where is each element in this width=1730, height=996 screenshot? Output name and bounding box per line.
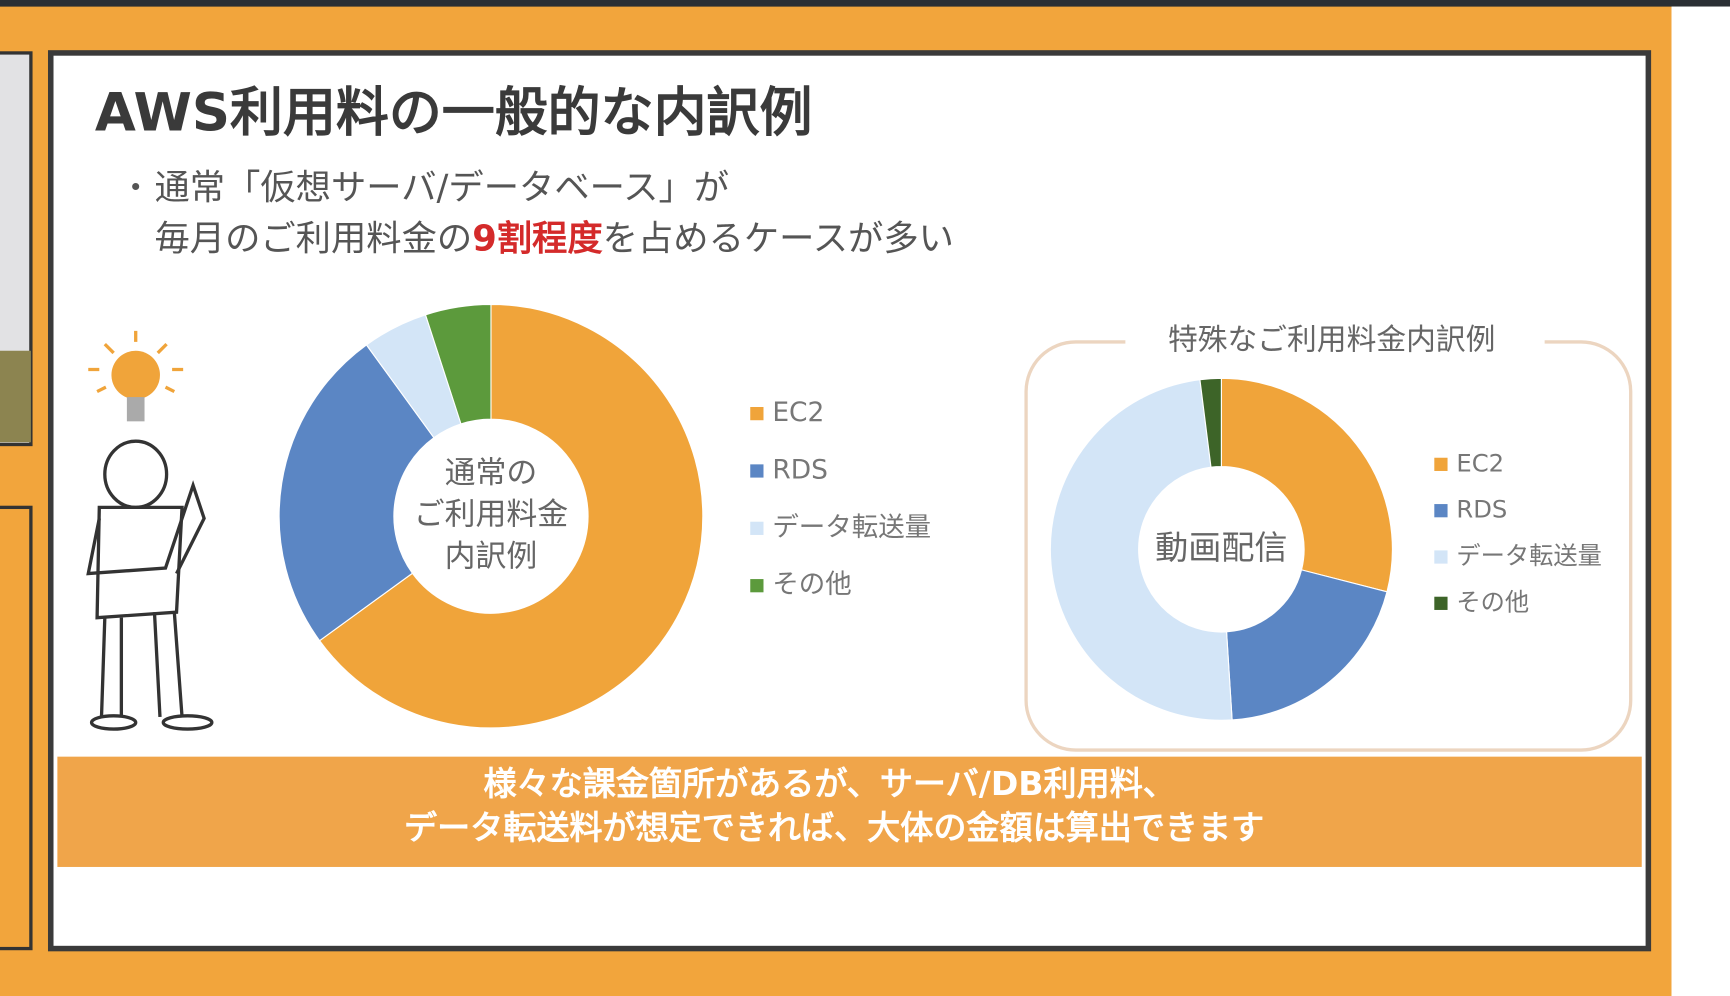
footer-band	[57, 756, 1642, 867]
legend-label: EC2	[1456, 448, 1504, 477]
donut-slice	[278, 344, 435, 642]
donut-slice	[1199, 377, 1222, 468]
legend-swatch	[1434, 504, 1448, 518]
legend-label: データ転送量	[772, 512, 931, 543]
donut-slice	[318, 303, 704, 729]
bullet-text: 毎月のご利用料金の9割程度を占めるケースが多い	[154, 218, 953, 259]
left-panel-strip	[0, 350, 31, 443]
center-label: 内訳例	[445, 539, 538, 575]
donut-slice	[1049, 379, 1233, 721]
highlight: 9割程度	[472, 218, 603, 259]
right-margin	[1671, 6, 1730, 996]
center-label: 通常の	[445, 455, 538, 491]
slide-title: AWS利用料の一般的な内訳例	[95, 82, 813, 143]
legend-swatch	[750, 407, 764, 421]
donut-slice	[1220, 377, 1393, 593]
bullet: ・	[119, 168, 152, 207]
legend-label: RDS	[1456, 495, 1507, 524]
center-label: ご利用料金	[414, 497, 568, 533]
top-bar	[0, 0, 1730, 7]
bullet-text: 通常「仮想サーバ/データベース」が	[154, 168, 729, 209]
donut-slice	[1225, 569, 1388, 721]
center-label: 動画配信	[1155, 528, 1287, 567]
legend-swatch	[1434, 550, 1448, 564]
person-icon	[86, 330, 214, 731]
legend-swatch	[1434, 457, 1448, 471]
chart-2-title-bg	[1125, 322, 1545, 362]
legend-label: RDS	[772, 454, 828, 485]
legend-swatch	[750, 579, 764, 593]
legend-swatch	[750, 521, 764, 535]
legend-label: その他	[772, 569, 851, 600]
legend-swatch	[1434, 596, 1448, 610]
donut-slice	[424, 303, 492, 425]
text: を占めるケースが多い	[603, 218, 954, 259]
left-panel-2	[0, 505, 33, 951]
legend-label: その他	[1456, 587, 1529, 616]
footer-text: 様々な課金箇所があるが、サーバ/DB利用料、	[484, 764, 1176, 803]
legend-label: EC2	[772, 397, 824, 428]
chart-title: 特殊なご利用料金内訳例	[1168, 322, 1495, 357]
legend-label: データ転送量	[1456, 541, 1602, 570]
text: 毎月のご利用料金の	[154, 218, 472, 259]
legend-swatch	[750, 464, 764, 478]
footer-text: データ転送料が想定できれば、大体の金額は算出できます	[404, 808, 1264, 847]
